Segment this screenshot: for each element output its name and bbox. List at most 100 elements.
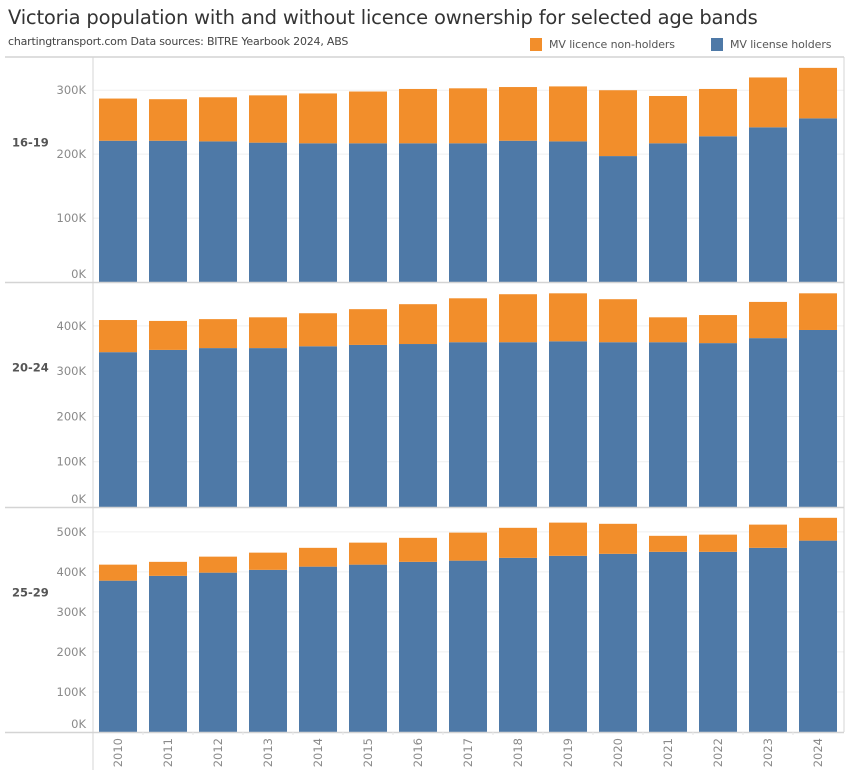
x-tick-label: 2022 — [711, 738, 725, 767]
bar-holders-25-29-2016 — [399, 561, 437, 732]
legend-label-holders: MV license holders — [730, 37, 832, 51]
bar-holders-16-19-2021 — [649, 143, 687, 282]
x-tick-label: 2019 — [561, 738, 575, 767]
bar-non-holders-16-19-2017 — [449, 88, 487, 144]
bar-non-holders-20-24-2014 — [299, 313, 337, 347]
bar-non-holders-16-19-2016 — [399, 88, 437, 144]
bar-non-holders-25-29-2019 — [549, 522, 587, 556]
y-tick-label: 200K — [57, 147, 87, 161]
bar-holders-20-24-2024 — [799, 329, 837, 507]
y-tick-label: 400K — [57, 319, 87, 333]
x-tick-label: 2020 — [611, 738, 625, 767]
bar-holders-16-19-2014 — [299, 143, 337, 282]
row-label-25-29: 25-29 — [12, 586, 49, 600]
x-tick-label: 2016 — [411, 738, 425, 767]
bar-non-holders-16-19-2013 — [249, 95, 287, 143]
bar-holders-20-24-2016 — [399, 344, 437, 507]
bar-holders-20-24-2022 — [699, 343, 737, 507]
y-tick-label: 400K — [57, 565, 87, 579]
bar-holders-25-29-2019 — [549, 555, 587, 732]
bar-non-holders-25-29-2016 — [399, 537, 437, 562]
x-tick-label: 2010 — [111, 738, 125, 767]
x-tick-label: 2021 — [661, 738, 675, 767]
bar-non-holders-16-19-2014 — [299, 93, 337, 144]
bar-holders-25-29-2011 — [149, 575, 187, 732]
y-tick-label: 0K — [71, 267, 86, 281]
bar-non-holders-25-29-2023 — [749, 524, 787, 548]
y-tick-label: 300K — [57, 364, 87, 378]
x-tick-label: 2011 — [161, 738, 175, 767]
bar-non-holders-16-19-2021 — [649, 95, 687, 144]
bar-non-holders-16-19-2011 — [149, 99, 187, 141]
bar-holders-20-24-2023 — [749, 338, 787, 507]
legend-swatch-non-holders — [530, 37, 542, 51]
bar-holders-16-19-2011 — [149, 140, 187, 282]
bar-holders-16-19-2012 — [199, 141, 237, 282]
bar-holders-20-24-2011 — [149, 349, 187, 507]
bar-non-holders-25-29-2021 — [649, 535, 687, 552]
bar-holders-16-19-2010 — [99, 140, 137, 282]
x-tick-label: 2023 — [761, 738, 775, 767]
bar-holders-16-19-2020 — [599, 156, 637, 282]
x-tick-label: 2012 — [211, 738, 225, 767]
bar-non-holders-25-29-2013 — [249, 552, 287, 570]
y-tick-label: 100K — [57, 211, 87, 225]
bar-non-holders-20-24-2010 — [99, 320, 137, 353]
legend-label-non-holders: MV licence non-holders — [549, 37, 675, 51]
bar-non-holders-25-29-2017 — [449, 532, 487, 561]
y-tick-label: 200K — [57, 645, 87, 659]
row-label-16-19: 16-19 — [12, 136, 49, 150]
row-label-20-24: 20-24 — [12, 361, 49, 375]
bar-non-holders-16-19-2012 — [199, 97, 237, 142]
bar-non-holders-16-19-2020 — [599, 90, 637, 157]
chart-subtitle: chartingtransport.com Data sources: BITR… — [8, 35, 349, 48]
legend-item-holders[interactable]: MV license holders — [711, 37, 831, 51]
bar-non-holders-20-24-2015 — [349, 309, 387, 345]
bar-non-holders-25-29-2014 — [299, 547, 337, 567]
bar-holders-25-29-2015 — [349, 564, 387, 732]
y-tick-label: 100K — [57, 685, 87, 699]
bar-non-holders-25-29-2018 — [499, 527, 537, 558]
legend-item-non-holders[interactable]: MV licence non-holders — [530, 37, 675, 51]
bar-holders-16-19-2016 — [399, 143, 437, 282]
x-tick-label: 2013 — [261, 738, 275, 767]
bar-holders-16-19-2023 — [749, 127, 787, 282]
bar-non-holders-20-24-2023 — [749, 301, 787, 339]
bar-non-holders-20-24-2016 — [399, 304, 437, 345]
bar-non-holders-20-24-2022 — [699, 315, 737, 344]
x-tick-label: 2024 — [811, 738, 825, 767]
bar-holders-20-24-2013 — [249, 348, 287, 507]
bar-holders-25-29-2020 — [599, 553, 637, 732]
bar-non-holders-20-24-2019 — [549, 293, 587, 342]
y-tick-label: 0K — [71, 492, 86, 506]
bar-non-holders-25-29-2024 — [799, 517, 837, 541]
bar-holders-20-24-2020 — [599, 342, 637, 507]
bar-holders-25-29-2012 — [199, 572, 237, 732]
bar-holders-16-19-2017 — [449, 143, 487, 282]
bar-non-holders-20-24-2017 — [449, 298, 487, 343]
bar-holders-25-29-2022 — [699, 551, 737, 732]
bar-non-holders-25-29-2022 — [699, 534, 737, 552]
bar-holders-25-29-2010 — [99, 580, 137, 732]
bar-non-holders-20-24-2021 — [649, 317, 687, 343]
bar-non-holders-16-19-2022 — [699, 88, 737, 137]
bar-holders-16-19-2019 — [549, 141, 587, 282]
bar-non-holders-20-24-2012 — [199, 319, 237, 349]
bar-non-holders-20-24-2020 — [599, 299, 637, 343]
bar-holders-20-24-2017 — [449, 342, 487, 507]
bar-holders-16-19-2024 — [799, 118, 837, 282]
bar-non-holders-20-24-2011 — [149, 320, 187, 350]
bar-holders-20-24-2021 — [649, 342, 687, 507]
y-tick-label: 300K — [57, 605, 87, 619]
legend-swatch-holders — [711, 37, 723, 51]
bar-holders-25-29-2021 — [649, 551, 687, 732]
bar-holders-25-29-2014 — [299, 566, 337, 732]
bar-holders-16-19-2015 — [349, 143, 387, 282]
y-tick-label: 500K — [57, 525, 87, 539]
x-tick-label: 2017 — [461, 738, 475, 767]
bar-non-holders-25-29-2015 — [349, 542, 387, 565]
bar-holders-16-19-2013 — [249, 142, 287, 282]
bar-non-holders-25-29-2011 — [149, 561, 187, 576]
bar-non-holders-20-24-2024 — [799, 293, 837, 330]
